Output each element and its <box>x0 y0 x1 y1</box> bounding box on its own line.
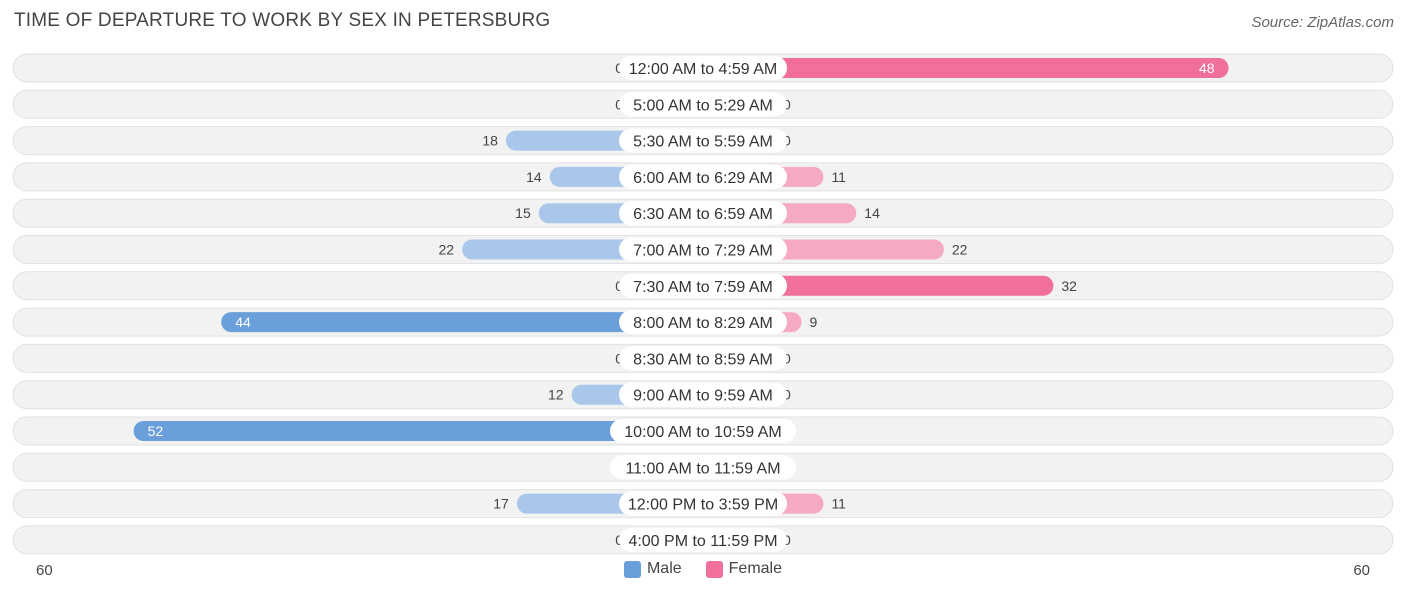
category-label: 11:00 AM to 11:59 AM <box>625 460 780 477</box>
female-value-label: 48 <box>1199 60 1215 76</box>
female-value-label: 11 <box>831 496 846 512</box>
category-pill <box>619 491 787 516</box>
category-label: 6:00 AM to 6:29 AM <box>633 170 773 187</box>
legend-swatch-female <box>705 560 723 578</box>
category-pill <box>619 273 787 298</box>
category-label: 6:30 AM to 6:59 AM <box>633 206 773 223</box>
source-note: Source: ZipAtlas.com <box>1251 14 1394 31</box>
male-value-label: 22 <box>439 242 455 258</box>
female-bar <box>703 58 1229 78</box>
chart-title: TIME OF DEPARTURE TO WORK BY SEX IN PETE… <box>14 10 551 31</box>
male-value-label: 52 <box>148 423 164 439</box>
axis-right-label: 60 <box>1353 562 1370 579</box>
legend-item-female: Female <box>705 560 783 578</box>
category-label: 4:00 PM to 11:59 PM <box>628 533 777 550</box>
male-value-label: 44 <box>235 314 251 330</box>
category-label: 12:00 AM to 4:59 AM <box>629 61 778 78</box>
category-pill <box>610 419 796 443</box>
female-value-label: 32 <box>1061 278 1077 294</box>
legend: Male Female <box>0 560 1406 578</box>
legend-label-female: Female <box>728 560 783 577</box>
male-value-label: 12 <box>548 387 564 403</box>
category-pill <box>619 201 787 226</box>
female-value-label: 22 <box>952 242 968 258</box>
category-label: 7:00 AM to 7:29 AM <box>633 243 773 260</box>
female-value-label: 14 <box>864 205 880 221</box>
category-pill <box>619 310 787 335</box>
female-bar <box>703 275 1054 296</box>
category-pill <box>619 346 787 371</box>
male-bar <box>133 421 704 441</box>
axis-left-label: 60 <box>36 562 53 579</box>
category-label: 5:30 AM to 5:59 AM <box>633 134 773 151</box>
category-pill <box>619 237 787 262</box>
category-pill <box>619 56 787 80</box>
legend-swatch-male <box>623 560 641 578</box>
category-pill <box>619 164 787 189</box>
male-value-label: 15 <box>515 205 531 221</box>
category-pill <box>619 527 787 552</box>
male-bar <box>221 312 703 333</box>
female-value-label: 9 <box>810 314 818 330</box>
category-pill <box>619 382 787 407</box>
category-pill <box>619 92 787 117</box>
legend-label-male: Male <box>646 560 682 577</box>
male-value-label: 14 <box>526 169 542 185</box>
category-pill <box>619 128 787 153</box>
male-value-label: 17 <box>493 496 509 512</box>
legend-item-male: Male <box>623 560 682 578</box>
category-label: 8:30 AM to 8:59 AM <box>633 351 773 368</box>
male-value-label: 18 <box>482 133 498 149</box>
category-label: 7:30 AM to 7:59 AM <box>633 279 773 296</box>
female-value-label: 11 <box>831 169 846 185</box>
category-pill <box>610 455 796 480</box>
category-label: 5:00 AM to 5:29 AM <box>633 97 773 114</box>
category-label: 12:00 PM to 3:59 PM <box>628 497 778 514</box>
category-label: 8:00 AM to 8:29 AM <box>633 315 773 332</box>
category-label: 9:00 AM to 9:59 AM <box>633 388 773 405</box>
category-label: 10:00 AM to 10:59 AM <box>624 424 781 441</box>
